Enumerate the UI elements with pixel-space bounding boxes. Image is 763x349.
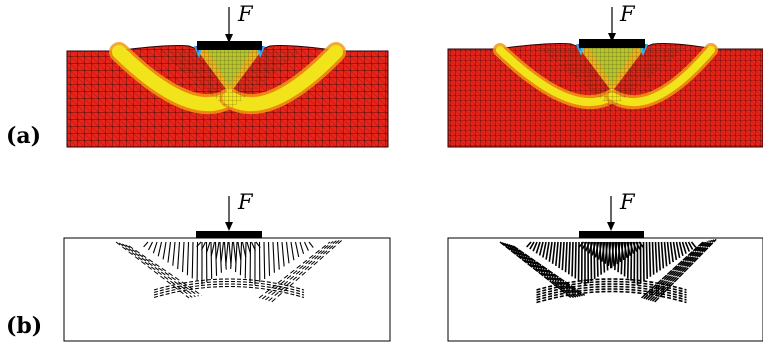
load-plate [579, 231, 644, 238]
strut-vertical-0 [211, 242, 212, 279]
force-label-a-left: F [238, 2, 253, 26]
force-label-b-left: F [238, 190, 253, 214]
row-label-b: (b) [6, 313, 42, 339]
strut-vertical-0 [575, 242, 576, 279]
strut-vertical-1 [245, 242, 246, 278]
row-a-mesh-layer [67, 7, 763, 147]
strut-vertical-0 [579, 242, 580, 281]
strut-vertical-1 [625, 242, 626, 276]
load-plate [196, 231, 262, 238]
force-label-b-right: F [620, 190, 635, 214]
strut-panel-left [64, 231, 390, 341]
row-b-strut-layer [64, 196, 763, 341]
force-arrow-b-left [225, 196, 233, 231]
force-arrow-a-right [608, 7, 616, 42]
row-label-a: (a) [6, 123, 41, 149]
force-arrow-b-left-head [225, 222, 233, 231]
strut-vertical-1 [647, 242, 648, 279]
strut-vertical-0 [572, 242, 573, 276]
force-arrow-b-right [607, 196, 615, 231]
strut-vertical-1 [628, 242, 629, 279]
strut-vertical-1 [631, 242, 632, 281]
force-arrow-a-left [225, 7, 233, 43]
strut-vertical-1 [264, 242, 265, 279]
force-label-a-right: F [620, 2, 635, 26]
mesh-panel-left [67, 41, 388, 147]
strut-panel-right [448, 231, 763, 341]
strut-vertical-0 [192, 242, 193, 278]
strut-vertical-1 [650, 242, 651, 277]
mesh-panel-right [448, 39, 763, 147]
force-arrow-b-right-head [607, 222, 615, 231]
load-plate [197, 41, 262, 50]
